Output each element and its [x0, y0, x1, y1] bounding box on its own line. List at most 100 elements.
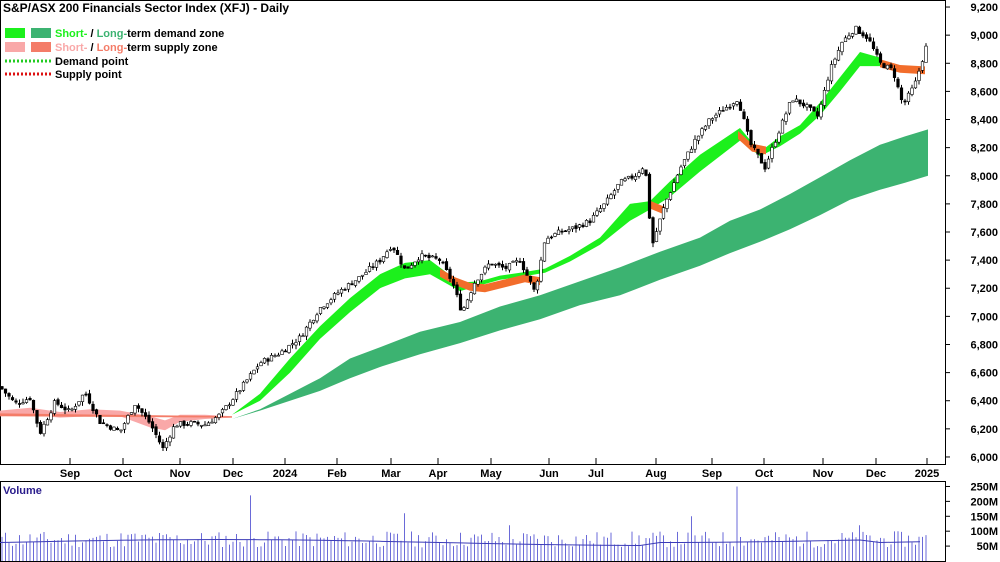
candle-body: [399, 255, 403, 265]
candle-body: [535, 280, 540, 291]
candle-body: [392, 247, 396, 251]
candle-body: [287, 344, 291, 353]
candle-body: [773, 142, 778, 148]
candle-body: [315, 314, 319, 322]
y-tick-label: 9,000: [970, 30, 998, 42]
candle-body: [752, 144, 757, 149]
candle-body: [696, 135, 701, 141]
candle-body: [434, 256, 438, 259]
candle-body: [28, 398, 32, 401]
candle-body: [787, 102, 792, 114]
legend-long-demand-swatch: [31, 28, 51, 38]
candle-body: [329, 299, 333, 304]
candle-body: [17, 403, 22, 405]
candle-body: [161, 442, 165, 448]
candle-body: [196, 421, 200, 425]
candle-body: [248, 373, 253, 380]
candle-body: [861, 32, 865, 37]
candle-body: [605, 197, 610, 205]
y-tick-label: 6,200: [970, 424, 998, 436]
legend-demand-zone: Short- / Long-term demand zone: [55, 28, 224, 40]
candle-body: [616, 183, 620, 190]
candle-body: [577, 224, 582, 228]
candle-body: [154, 426, 158, 435]
candle-body: [441, 261, 445, 264]
candle-body: [525, 269, 529, 276]
candle-body: [371, 266, 375, 268]
y-tick-label: 6,000: [970, 452, 998, 464]
candle-body: [178, 421, 183, 427]
y-tick-label: 8,400: [970, 115, 998, 127]
candle-body: [112, 426, 116, 431]
candle-body: [686, 151, 690, 160]
legend-supply-point: Supply point: [55, 69, 122, 81]
x-tick-label: 2025: [915, 468, 939, 480]
candle-body: [70, 408, 74, 411]
candle-body: [385, 251, 389, 258]
candle-body: [507, 263, 512, 271]
candle-body: [276, 354, 281, 357]
candle-body: [395, 249, 400, 255]
candle-body: [511, 261, 515, 263]
candle-body: [602, 203, 606, 209]
candle-body: [882, 63, 886, 69]
candle-body: [542, 242, 547, 262]
candle-body: [829, 64, 834, 82]
candle-body: [780, 119, 785, 134]
candle-body: [42, 423, 46, 435]
candle-body: [570, 226, 575, 230]
candle-body: [150, 421, 155, 429]
candle-body: [185, 424, 190, 426]
candle-body: [87, 393, 92, 404]
candle-body: [381, 256, 386, 262]
candle-body: [546, 237, 550, 244]
candle-body: [3, 388, 8, 394]
candle-body: [322, 306, 326, 309]
price-panel-frame: [0, 0, 946, 465]
date-axis: Sep Oct Nov Dec 2024 Feb Mar Apr May Jun Jul Aug Sep…: [60, 458, 939, 480]
candle-body: [49, 412, 53, 421]
x-tick-label: Mar: [381, 468, 401, 480]
candle-body: [553, 233, 557, 237]
candle-body: [217, 413, 221, 418]
y-tick-label: 7,200: [970, 283, 998, 295]
candle-body: [21, 402, 25, 405]
candle-body: [479, 273, 484, 281]
candle-body: [483, 266, 487, 274]
candle-body: [654, 231, 659, 242]
candle-body: [871, 41, 876, 50]
candle-body: [672, 182, 676, 192]
candle-body: [451, 278, 456, 286]
candle-body: [465, 299, 470, 309]
candle-body: [486, 263, 491, 269]
candle-body: [840, 41, 844, 53]
candle-body: [504, 265, 508, 269]
candle-body: [336, 292, 340, 295]
candle-body: [290, 343, 295, 346]
candle-body: [255, 366, 260, 370]
candle-body: [658, 218, 662, 232]
candle-body: [458, 293, 463, 311]
candle-body: [245, 379, 249, 383]
candle-body: [213, 417, 218, 424]
x-tick-label: Sep: [702, 468, 722, 480]
x-tick-label: Jun: [539, 468, 559, 480]
candle-body: [623, 178, 627, 182]
candle-body: [283, 350, 288, 353]
candle-body: [675, 174, 680, 183]
x-tick-label: Nov: [170, 468, 192, 480]
y-tick-label: 7,000: [970, 311, 998, 323]
x-tick-label: Oct: [114, 468, 133, 480]
candle-body: [427, 254, 431, 259]
legend-long-supply-swatch: [31, 42, 51, 52]
x-tick-label: Oct: [755, 468, 774, 480]
candle-body: [56, 399, 60, 405]
candle-body: [266, 358, 270, 362]
candle-body: [364, 272, 368, 275]
long-supply-band: [0, 413, 232, 418]
candle-body: [826, 79, 830, 91]
candle-body: [157, 435, 162, 443]
candle-body: [812, 106, 816, 112]
candle-body: [388, 249, 393, 251]
candle-body: [182, 420, 186, 426]
